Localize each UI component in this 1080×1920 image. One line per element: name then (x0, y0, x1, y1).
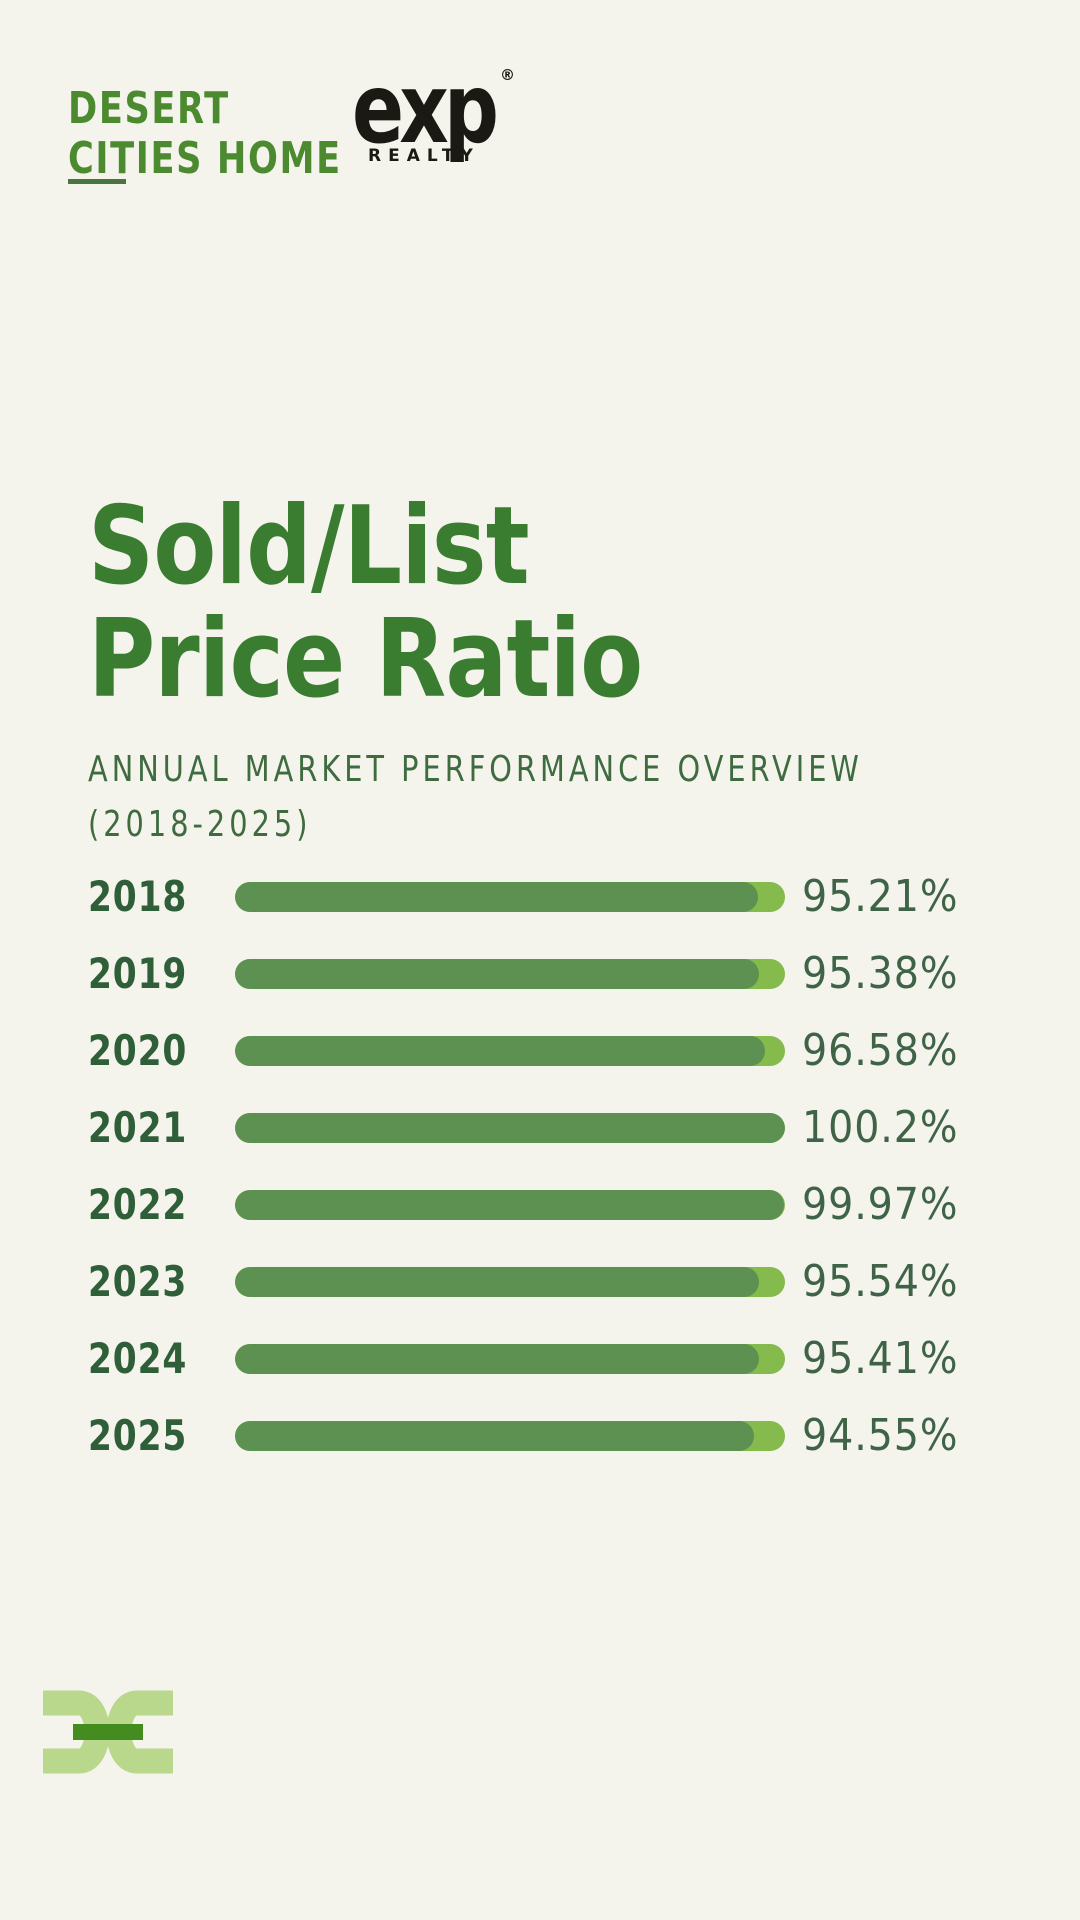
bar-track (235, 1343, 785, 1374)
value-label: 94.55% (802, 1410, 959, 1461)
value-label: 95.41% (802, 1333, 959, 1384)
page-title-line2: Price Ratio (88, 597, 643, 722)
bar-fill (235, 1112, 785, 1143)
value-label: 100.2% (802, 1102, 959, 1153)
bar-track (235, 1420, 785, 1451)
bar-fill (235, 1420, 754, 1451)
exp-realty-label: REALTY (368, 146, 480, 166)
page-subtitle: ANNUAL MARKET PERFORMANCE OVERVIEW (2018… (88, 742, 863, 852)
chart-row: 2025 94.55% (88, 1397, 1028, 1474)
chart-row: 2019 95.38% (88, 935, 1028, 1012)
year-label: 2022 (88, 1180, 188, 1229)
year-label: 2024 (88, 1334, 188, 1383)
bar-fill (235, 1035, 766, 1066)
page-title: Sold/List Price Ratio (88, 484, 643, 722)
year-label: 2019 (88, 949, 188, 998)
year-label: 2025 (88, 1411, 188, 1460)
value-label: 95.38% (802, 948, 959, 999)
brand-underline (68, 179, 126, 184)
desert-cities-link-mark-icon (43, 1690, 173, 1774)
mark-center-bar (73, 1724, 143, 1740)
chart-row: 2021 100.2% (88, 1089, 1028, 1166)
bar-track (235, 958, 785, 989)
chart-row: 2022 99.97% (88, 1166, 1028, 1243)
bar-fill (235, 1266, 760, 1297)
chart-row: 2024 95.41% (88, 1320, 1028, 1397)
brand-line1: DESERT (68, 83, 230, 134)
bar-track (235, 881, 785, 912)
registered-trademark-icon: ® (500, 66, 515, 84)
chart-row: 2018 95.21% (88, 858, 1028, 935)
value-label: 99.97% (802, 1179, 959, 1230)
year-label: 2018 (88, 872, 188, 921)
page-subtitle-line2: (2018-2025) (88, 804, 312, 845)
year-label: 2020 (88, 1026, 188, 1075)
chart-row: 2023 95.54% (88, 1243, 1028, 1320)
page-subtitle-line1: ANNUAL MARKET PERFORMANCE OVERVIEW (88, 749, 863, 790)
bar-chart: 2018 95.21% 2019 95.38% 2020 96.58% 2021 (88, 858, 1028, 1474)
chart-row: 2020 96.58% (88, 1012, 1028, 1089)
bar-fill (235, 1343, 759, 1374)
year-label: 2023 (88, 1257, 188, 1306)
bar-track (235, 1112, 785, 1143)
bar-fill (235, 881, 758, 912)
bar-track (235, 1035, 785, 1066)
brand-logo: DESERT CITIES HOME (68, 84, 342, 184)
page-title-line1: Sold/List (88, 484, 530, 609)
bar-fill (235, 958, 759, 989)
value-label: 95.21% (802, 871, 959, 922)
bar-track (235, 1266, 785, 1297)
year-label: 2021 (88, 1103, 188, 1152)
brand-line2: CITIES HOME (68, 133, 342, 184)
value-label: 96.58% (802, 1025, 959, 1076)
exp-wordmark: exp (352, 53, 499, 165)
exp-realty-logo: exp ® REALTY (352, 54, 532, 180)
bar-track (235, 1189, 785, 1220)
bar-fill (235, 1189, 784, 1220)
value-label: 95.54% (802, 1256, 959, 1307)
